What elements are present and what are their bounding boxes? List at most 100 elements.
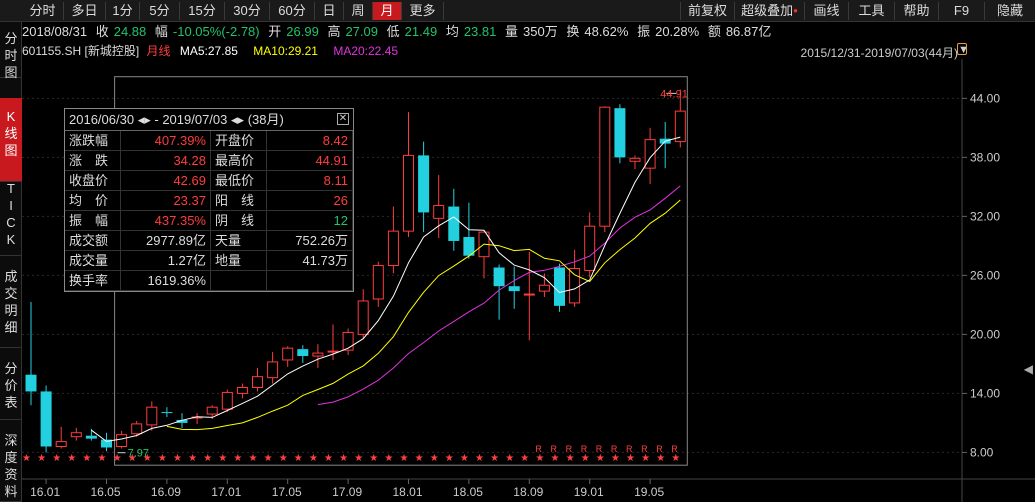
- vol-label: 量: [505, 24, 519, 39]
- tab-day[interactable]: 日: [315, 2, 344, 20]
- stat-value: 34.28: [121, 151, 211, 171]
- candle-body-up: [282, 347, 294, 361]
- tab-60min[interactable]: 60分: [270, 2, 315, 20]
- candle-body-up: [403, 154, 414, 232]
- stat-label: 收盘价: [65, 171, 121, 191]
- range-dropdown-icon[interactable]: ▼: [958, 44, 969, 56]
- close-icon[interactable]: ✕: [337, 113, 349, 125]
- candle-body-up: [387, 230, 399, 267]
- kline-chart[interactable]: 44.00 38.00 32.00 26.00 20.00 14.00 8.00 44.91 7…: [22, 59, 1035, 502]
- candle-body-up: [538, 284, 550, 292]
- candle-body-down: [176, 419, 188, 423]
- x-tick-label: 16.01: [30, 485, 60, 499]
- event-star-icon: ★: [611, 453, 620, 464]
- close-value: 24.88: [113, 24, 147, 39]
- tab-week[interactable]: 周: [344, 2, 373, 20]
- event-star-icon: ★: [535, 453, 544, 464]
- f9-button[interactable]: F9: [938, 2, 984, 20]
- stat-label: 成交量: [65, 251, 121, 271]
- stat-label: 阳 线: [211, 191, 267, 211]
- candle-body-up: [523, 293, 535, 296]
- low-value: 21.49: [404, 24, 438, 39]
- candle-body-down: [493, 267, 505, 287]
- event-star-icon: ★: [460, 453, 469, 464]
- event-star-icon: ★: [188, 453, 197, 464]
- event-star-icon: ★: [581, 453, 590, 464]
- interval-stats-header: 2016/06/30 ◂▸ - 2019/07/03 ◂▸ (38月) ✕: [65, 109, 353, 131]
- y-tick-label: 20.00: [970, 327, 1000, 341]
- super-overlay-button[interactable]: 超级叠加●: [734, 2, 804, 20]
- event-r-icon: R: [611, 444, 618, 454]
- event-r-icon: R: [656, 444, 663, 454]
- notification-dot-icon: ●: [793, 6, 798, 15]
- candle-body-down: [418, 155, 430, 213]
- stat-value: 44.91: [267, 151, 353, 171]
- change-value: -10.05%(-2.78): [172, 24, 260, 39]
- arrows-icon[interactable]: ◂▸: [231, 112, 248, 127]
- side-item-depth-data[interactable]: 深度资料: [0, 430, 22, 502]
- event-star-icon: ★: [566, 453, 575, 464]
- x-tick-label: 18.05: [453, 485, 483, 499]
- draw-line-button[interactable]: 画线: [804, 2, 848, 20]
- side-item-trade-detail[interactable]: 成交明细: [0, 266, 22, 348]
- event-star-icon: ★: [52, 453, 61, 464]
- tab-month[interactable]: 月: [373, 2, 402, 20]
- hide-button[interactable]: 隐藏: [984, 2, 1035, 20]
- event-star-icon: ★: [233, 453, 242, 464]
- event-star-icon: ★: [98, 453, 107, 464]
- stock-name: [新城控股]: [84, 44, 140, 58]
- ma10-line: [166, 199, 681, 431]
- side-item-timeshare[interactable]: 分时图: [0, 26, 22, 80]
- x-tick-label: 19.05: [634, 485, 664, 499]
- tab-15min[interactable]: 15分: [180, 2, 225, 20]
- tab-5min[interactable]: 5分: [140, 2, 180, 20]
- x-tick-label: 16.05: [91, 485, 121, 499]
- tab-1min[interactable]: 1分: [106, 2, 140, 20]
- event-r-icon: R: [566, 444, 573, 454]
- lock-icon[interactable]: [957, 43, 967, 55]
- amplitude-label: 振: [637, 24, 651, 39]
- tab-timeshare[interactable]: 分时: [22, 2, 64, 20]
- close-label: 收: [95, 24, 109, 39]
- tab-more[interactable]: 更多: [402, 2, 444, 20]
- help-button[interactable]: 帮助: [894, 2, 938, 20]
- interval-months: (38月): [247, 112, 284, 127]
- min-price-label: 7.97: [128, 448, 149, 460]
- interval-start: 2016/06/30: [69, 112, 135, 127]
- indicator-row: 601155.SH [新城控股] 月线 MA5:27.85 MA10:29.21…: [22, 43, 1035, 59]
- stat-label: 地量: [211, 251, 267, 271]
- stat-value: 437.35%: [121, 211, 211, 231]
- stat-label: 成交额: [65, 231, 121, 251]
- stat-value: 42.69: [121, 171, 211, 191]
- event-star-icon: ★: [82, 453, 91, 464]
- event-r-icon: R: [641, 444, 648, 454]
- event-star-icon: ★: [294, 453, 303, 464]
- candle-body-down: [448, 206, 460, 241]
- event-r-icon: R: [596, 444, 603, 454]
- scroll-right-icon[interactable]: ◀: [1023, 362, 1033, 376]
- forward-adjust-button[interactable]: 前复权: [680, 2, 734, 20]
- event-star-icon: ★: [475, 453, 484, 464]
- low-label: 低: [386, 24, 400, 39]
- stat-value: 23.37: [121, 191, 211, 211]
- interval-stats-panel: 2016/06/30 ◂▸ - 2019/07/03 ◂▸ (38月) ✕ 涨跌…: [64, 108, 354, 292]
- event-star-icon: ★: [384, 453, 393, 464]
- stat-label: 阴 线: [211, 211, 267, 231]
- x-tick-label: 18.01: [393, 485, 423, 499]
- event-star-icon: ★: [656, 453, 665, 464]
- event-star-icon: ★: [37, 453, 46, 464]
- tools-button[interactable]: 工具: [848, 2, 894, 20]
- tab-30min[interactable]: 30分: [225, 2, 270, 20]
- side-item-price-table[interactable]: 分价表: [0, 358, 22, 420]
- tab-multi-day[interactable]: 多日: [64, 2, 106, 20]
- arrows-icon[interactable]: ◂▸ -: [137, 112, 163, 127]
- quote-row: 2018/08/31 收 24.88 幅 -10.05%(-2.78) 开 26.99…: [22, 22, 776, 42]
- event-star-icon: ★: [309, 453, 318, 464]
- candle-body-up: [206, 406, 218, 415]
- stat-label: 最高价: [211, 151, 267, 171]
- ma5-label: MA5:27.85: [179, 44, 238, 58]
- event-star-icon: ★: [505, 453, 514, 464]
- max-price-label: 44.91: [660, 88, 688, 100]
